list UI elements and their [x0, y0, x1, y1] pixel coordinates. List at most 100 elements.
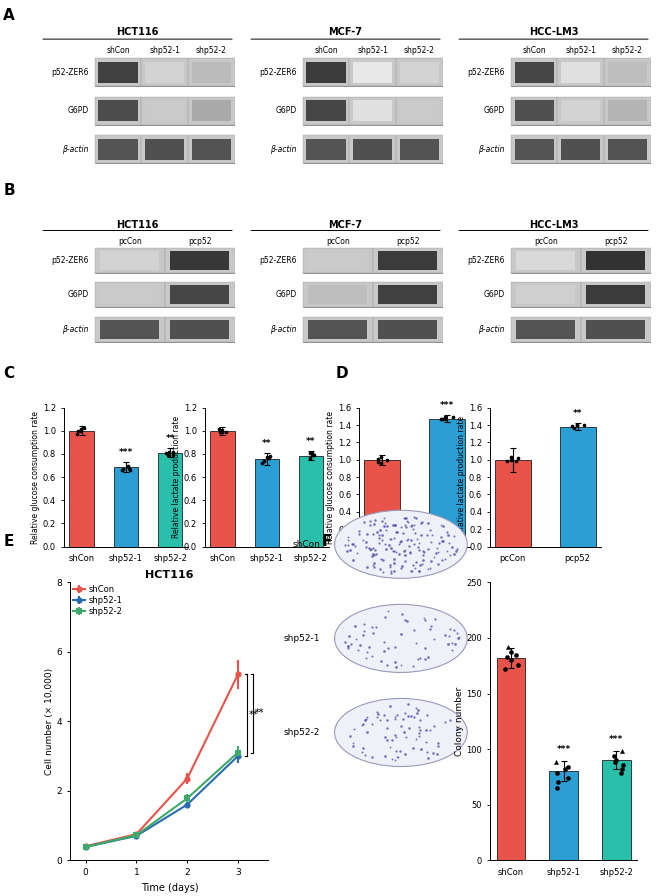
FancyBboxPatch shape	[192, 100, 231, 121]
Text: G6PD: G6PD	[276, 290, 297, 299]
Point	[421, 723, 431, 737]
Point	[413, 703, 423, 718]
Point	[433, 736, 444, 750]
Bar	[364, 460, 400, 547]
Point	[396, 561, 407, 575]
Point	[448, 547, 459, 561]
Point	[221, 425, 231, 439]
Point	[400, 613, 411, 627]
Point	[369, 560, 380, 574]
FancyBboxPatch shape	[303, 247, 373, 272]
Point	[358, 515, 369, 530]
Point	[503, 640, 513, 654]
Point	[579, 418, 590, 432]
Point	[374, 562, 385, 576]
Point	[380, 538, 391, 552]
Point	[506, 645, 517, 659]
Y-axis label: Relative glucose consumption rate: Relative glucose consumption rate	[31, 410, 40, 544]
Point	[401, 532, 412, 547]
Point	[403, 531, 413, 546]
Point	[615, 766, 626, 780]
Point	[400, 518, 411, 532]
Point	[567, 419, 578, 434]
Point	[308, 448, 319, 462]
Text: β-actin: β-actin	[62, 144, 89, 154]
FancyBboxPatch shape	[99, 62, 138, 83]
Point	[397, 711, 408, 726]
Text: **: **	[573, 409, 582, 418]
FancyBboxPatch shape	[101, 320, 159, 339]
FancyBboxPatch shape	[511, 317, 581, 341]
FancyBboxPatch shape	[396, 58, 443, 86]
Point	[505, 450, 516, 464]
Bar	[429, 419, 464, 547]
Point	[414, 564, 425, 579]
Point	[358, 532, 368, 547]
Point	[442, 544, 453, 558]
Point	[429, 719, 440, 733]
Point	[425, 622, 435, 636]
FancyBboxPatch shape	[558, 58, 604, 86]
Point	[411, 511, 422, 525]
Point	[442, 525, 452, 539]
FancyBboxPatch shape	[586, 251, 646, 270]
Point	[367, 549, 378, 564]
Point	[393, 750, 403, 764]
Point	[374, 531, 384, 546]
Point	[407, 564, 417, 578]
Point	[421, 708, 432, 722]
FancyBboxPatch shape	[517, 251, 575, 270]
Point	[362, 559, 372, 573]
Point	[168, 444, 178, 459]
Point	[384, 699, 395, 713]
Text: MCF-7: MCF-7	[329, 27, 362, 37]
Text: HCT116: HCT116	[116, 220, 159, 229]
Point	[391, 744, 401, 758]
Point	[378, 520, 389, 534]
Point	[400, 543, 411, 557]
Point	[421, 735, 431, 749]
FancyBboxPatch shape	[309, 320, 367, 339]
Point	[411, 636, 421, 650]
Point	[79, 421, 89, 435]
Point	[390, 711, 401, 726]
Point	[379, 708, 390, 722]
Point	[403, 515, 413, 530]
Text: shp52-1: shp52-1	[566, 46, 597, 55]
Point	[433, 557, 444, 572]
Point	[399, 725, 409, 739]
FancyBboxPatch shape	[511, 135, 651, 163]
Text: p52-ZER6: p52-ZER6	[468, 68, 505, 77]
Point	[453, 631, 464, 645]
Point	[262, 450, 272, 464]
FancyBboxPatch shape	[511, 97, 651, 125]
Point	[368, 547, 378, 561]
Point	[408, 741, 419, 755]
Point	[344, 542, 355, 556]
Point	[383, 604, 394, 618]
Point	[436, 530, 447, 544]
Point	[374, 712, 385, 727]
Point	[415, 713, 425, 728]
Point	[258, 453, 269, 468]
Point	[359, 748, 370, 762]
FancyBboxPatch shape	[99, 100, 138, 121]
Point	[359, 624, 370, 638]
Text: ***: ***	[119, 447, 133, 457]
Text: G6PD: G6PD	[68, 290, 89, 299]
FancyBboxPatch shape	[558, 97, 604, 125]
Point	[264, 449, 275, 463]
Point	[124, 461, 135, 476]
FancyBboxPatch shape	[95, 97, 142, 125]
Point	[305, 446, 315, 461]
Point	[405, 519, 416, 533]
Point	[380, 609, 391, 624]
Point	[123, 460, 134, 474]
Point	[348, 737, 358, 751]
Point	[411, 701, 421, 715]
FancyBboxPatch shape	[604, 58, 651, 86]
Point	[358, 717, 368, 731]
FancyBboxPatch shape	[511, 58, 558, 86]
Text: G6PD: G6PD	[484, 290, 505, 299]
Point	[413, 564, 424, 579]
